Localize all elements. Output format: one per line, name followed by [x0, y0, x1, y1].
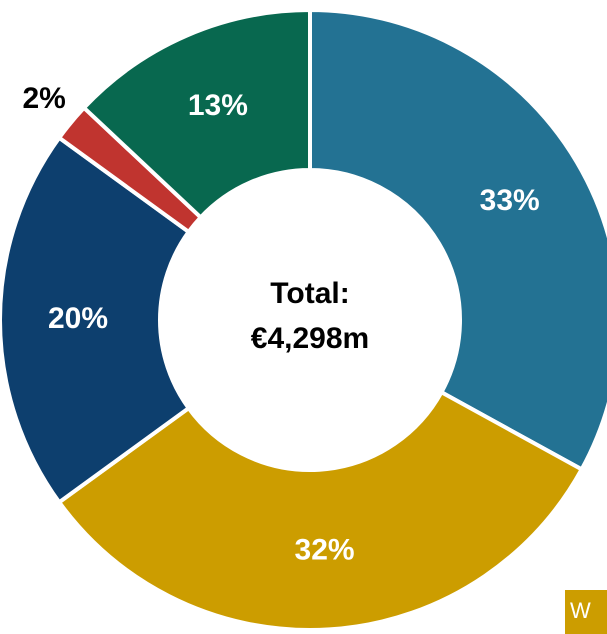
- data-label: 13%: [188, 89, 248, 122]
- legend-swatch: [565, 590, 607, 634]
- slice: [0, 134, 192, 506]
- center-label: €4,298m: [251, 322, 369, 355]
- data-label: 33%: [480, 184, 540, 217]
- data-label: 20%: [48, 302, 108, 335]
- slice: [56, 389, 585, 632]
- data-label: 32%: [295, 533, 355, 566]
- data-label: 2%: [22, 82, 65, 115]
- legend-label: W: [570, 598, 591, 623]
- slice: [81, 7, 312, 221]
- center-label: Total:: [270, 277, 349, 310]
- donut: [0, 7, 607, 632]
